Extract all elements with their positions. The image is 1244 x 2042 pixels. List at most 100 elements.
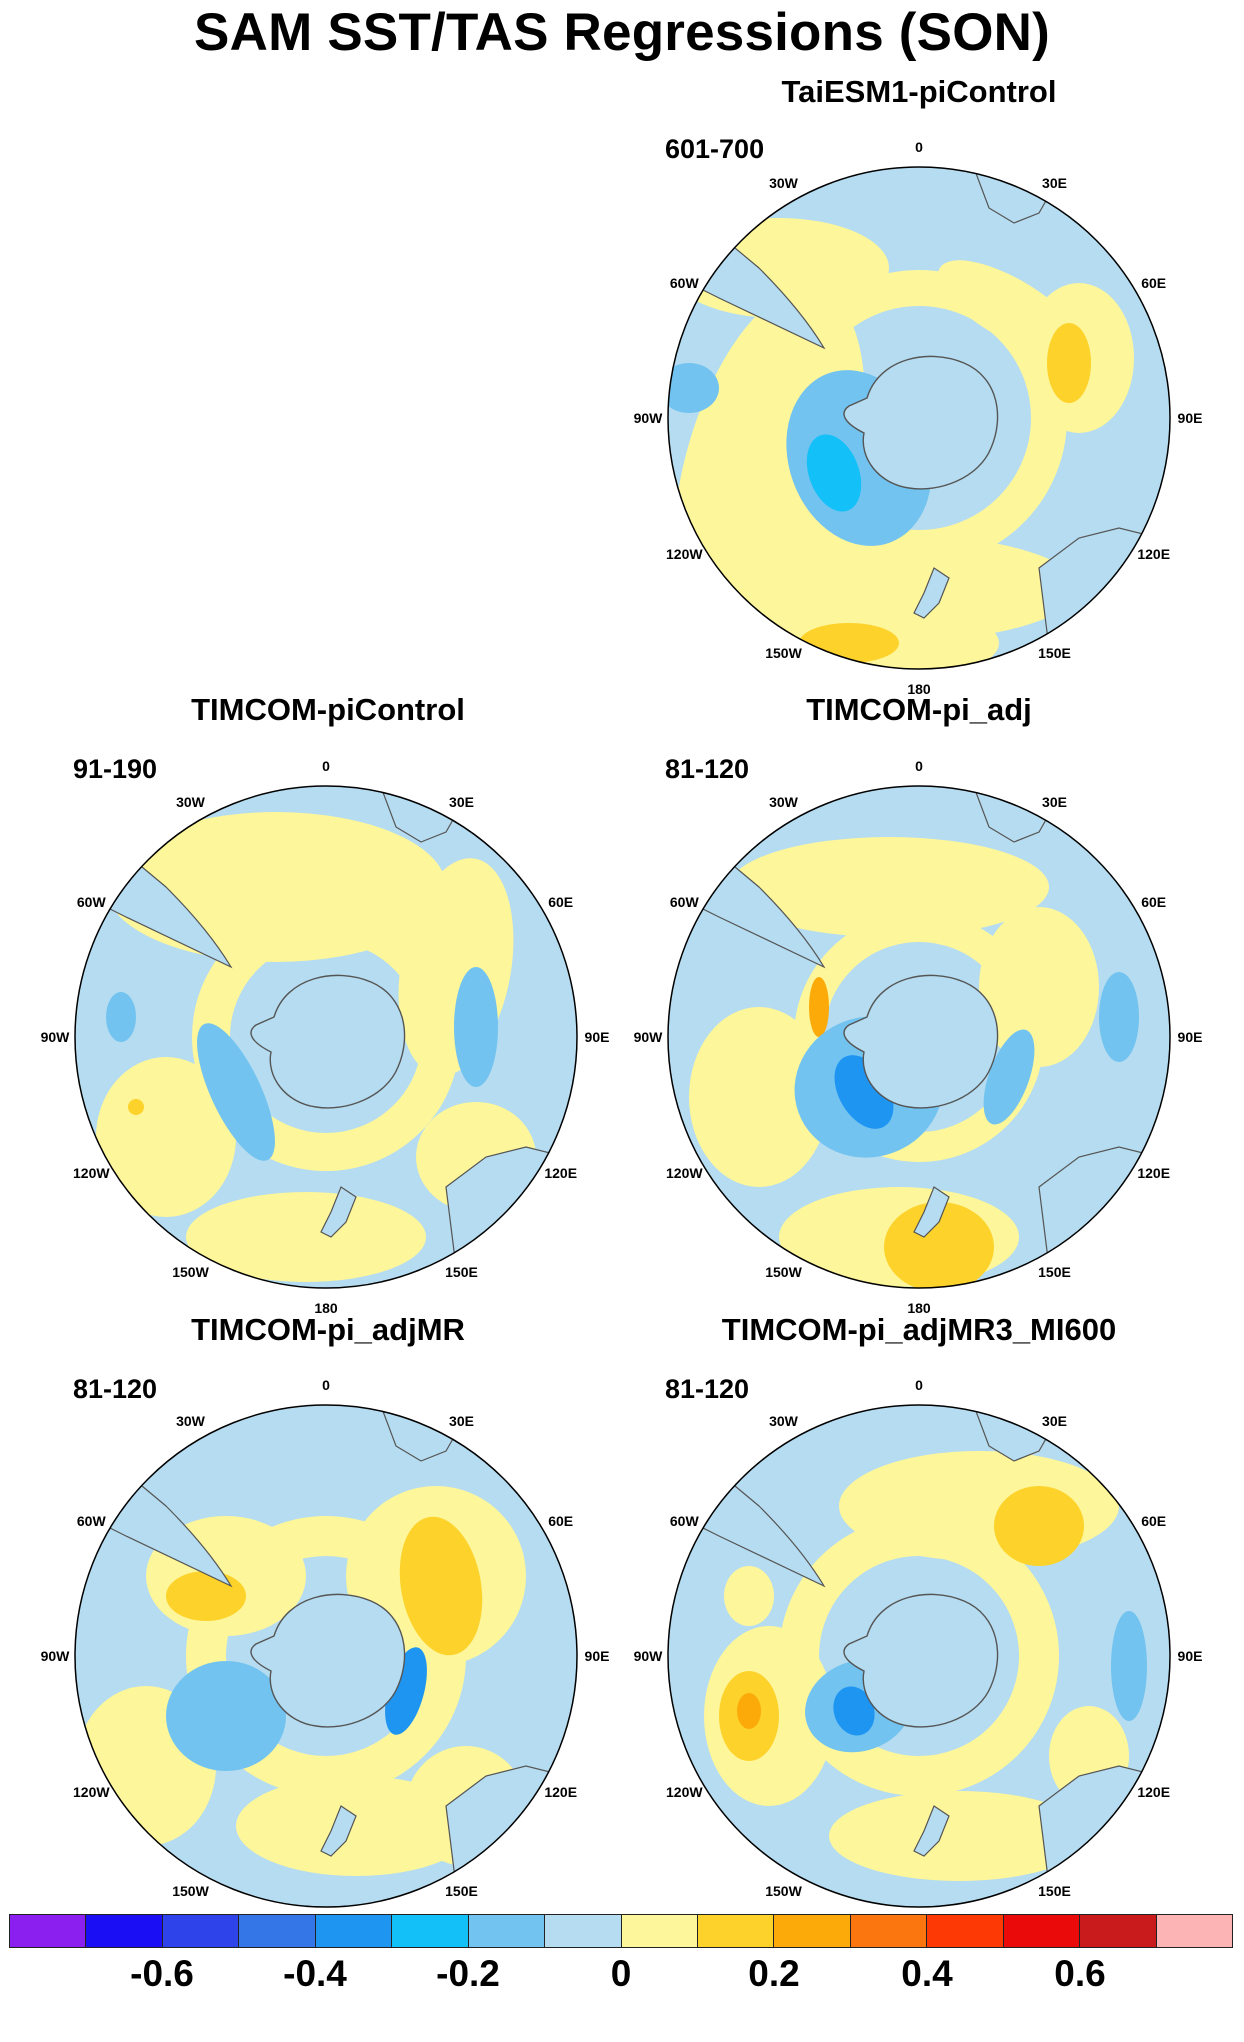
panel-years: 91-190 [73, 754, 158, 784]
longitude-label: 60E [1141, 893, 1167, 910]
longitude-label: 90W [633, 1029, 663, 1045]
polar-map [74, 785, 578, 1289]
positive-anomaly [689, 1007, 829, 1187]
longitude-label: 150E [1038, 1882, 1071, 1899]
colorbar-tick-label: 0 [610, 1953, 632, 1994]
new-zealand-landmass [913, 1186, 950, 1238]
colorbar-swatch [1080, 1915, 1157, 1947]
colorbar-tick-label: -0.4 [283, 1953, 347, 1994]
negative-anomaly-strong [833, 1686, 875, 1736]
negative-anomaly [454, 967, 498, 1087]
map-border [667, 166, 1171, 670]
colorbar-swatch [850, 1915, 928, 1947]
longitude-label: 120E [1137, 545, 1171, 562]
antarctica-landmass [843, 355, 999, 490]
negative-anomaly [106, 992, 136, 1042]
positive-anomaly-strong [166, 1571, 246, 1621]
positive-anomaly [724, 1566, 774, 1626]
colorbar-swatch [10, 1915, 87, 1947]
colorbar-swatch [392, 1915, 469, 1947]
longitude-label: 150E [445, 1263, 478, 1280]
longitude-label: 60E [1141, 274, 1167, 291]
antarctica-landmass [250, 1593, 406, 1728]
new-zealand-landmass [320, 1805, 357, 1857]
panel-years: 81-120 [73, 1374, 158, 1404]
panel-years: 601-700 [665, 134, 765, 164]
longitude-label: 120E [544, 1783, 578, 1800]
longitude-label: 30E [449, 1413, 474, 1430]
negative-anomaly [166, 1661, 286, 1771]
longitude-label: 60E [1141, 1512, 1167, 1529]
antarctica-landmass [250, 974, 406, 1109]
negative-anomaly [1111, 1611, 1147, 1721]
colorbar-swatch [1003, 1915, 1081, 1947]
longitude-label: 30E [1042, 175, 1067, 192]
negative-anomaly [1099, 972, 1139, 1062]
positive-anomaly [829, 1791, 1089, 1881]
colorbar-swatch [927, 1915, 1004, 1947]
longitude-label: 30W [176, 794, 205, 811]
positive-anomaly-strong [799, 623, 899, 663]
longitude-label: 0 [915, 758, 923, 774]
positive-anomaly-strong [809, 977, 829, 1037]
longitude-label: 30W [769, 175, 798, 192]
positive-anomaly [96, 1057, 236, 1217]
longitude-label: 30W [769, 1413, 798, 1430]
antarctica-landmass [843, 1593, 999, 1728]
longitude-label: 120W [666, 545, 703, 562]
colorbar-tick-label: 0.6 [1054, 1953, 1106, 1994]
longitude-label: 150E [1038, 1263, 1071, 1280]
new-zealand-landmass [320, 1186, 357, 1238]
polar-map [667, 785, 1171, 1289]
new-zealand-landmass [913, 1805, 950, 1857]
new-zealand-landmass [913, 567, 950, 619]
colorbar-tick-label: -0.2 [436, 1953, 500, 1994]
positive-anomaly [729, 837, 1049, 937]
panel-years: 81-120 [665, 1374, 750, 1404]
longitude-label: 180 [314, 1300, 338, 1316]
positive-anomaly-strong [399, 1516, 483, 1656]
longitude-label: 180 [907, 681, 931, 697]
longitude-label: 90E [584, 1648, 610, 1664]
polar-map [74, 1404, 578, 1908]
negative-anomaly-strong [806, 434, 862, 512]
longitude-label: 180 [907, 1300, 931, 1316]
colorbar-tick-label: -0.6 [130, 1953, 194, 1994]
longitude-label: 120W [666, 1164, 703, 1181]
negative-anomaly [983, 1029, 1035, 1125]
polar-map [667, 1404, 1171, 1908]
longitude-label: 90W [40, 1029, 70, 1045]
positive-anomaly-strong [737, 1693, 761, 1729]
longitude-label: 120E [544, 1164, 578, 1181]
longitude-label: 30W [176, 1413, 205, 1430]
colorbar-swatch [239, 1915, 316, 1947]
colorbar-tick-label: 0.2 [748, 1953, 800, 1994]
longitude-label: 120E [1137, 1783, 1171, 1800]
longitude-label: 150W [172, 1263, 209, 1280]
positive-anomaly [186, 1192, 426, 1282]
longitude-label: 90E [584, 1029, 610, 1045]
longitude-label: 0 [322, 758, 330, 774]
longitude-label: 60W [76, 893, 106, 910]
panel-years: 81-120 [665, 754, 750, 784]
longitude-label: 150W [765, 644, 802, 661]
colorbar [9, 1914, 1233, 1948]
longitude-label: 90W [633, 1648, 663, 1664]
antarctica-landmass [843, 974, 999, 1109]
longitude-label: 60W [669, 1512, 699, 1529]
colorbar-swatch [162, 1915, 240, 1947]
colorbar-swatch [621, 1915, 698, 1947]
longitude-label: 60W [76, 1512, 106, 1529]
negative-anomaly [197, 1023, 275, 1161]
panel-title: TIMCOM-pi_adjMR3_MI600 [721, 1312, 1117, 1347]
colorbar-tick-label: 0.4 [901, 1953, 953, 1994]
longitude-label: 90E [1177, 410, 1203, 426]
longitude-label: 90W [633, 410, 663, 426]
longitude-label: 0 [915, 139, 923, 155]
longitude-label: 150W [172, 1882, 209, 1899]
longitude-label: 60W [669, 274, 699, 291]
map-border [667, 1404, 1171, 1908]
panel-title: TaiESM1-piControl [781, 74, 1057, 109]
positive-anomaly [679, 533, 1079, 643]
map-border [74, 1404, 578, 1908]
